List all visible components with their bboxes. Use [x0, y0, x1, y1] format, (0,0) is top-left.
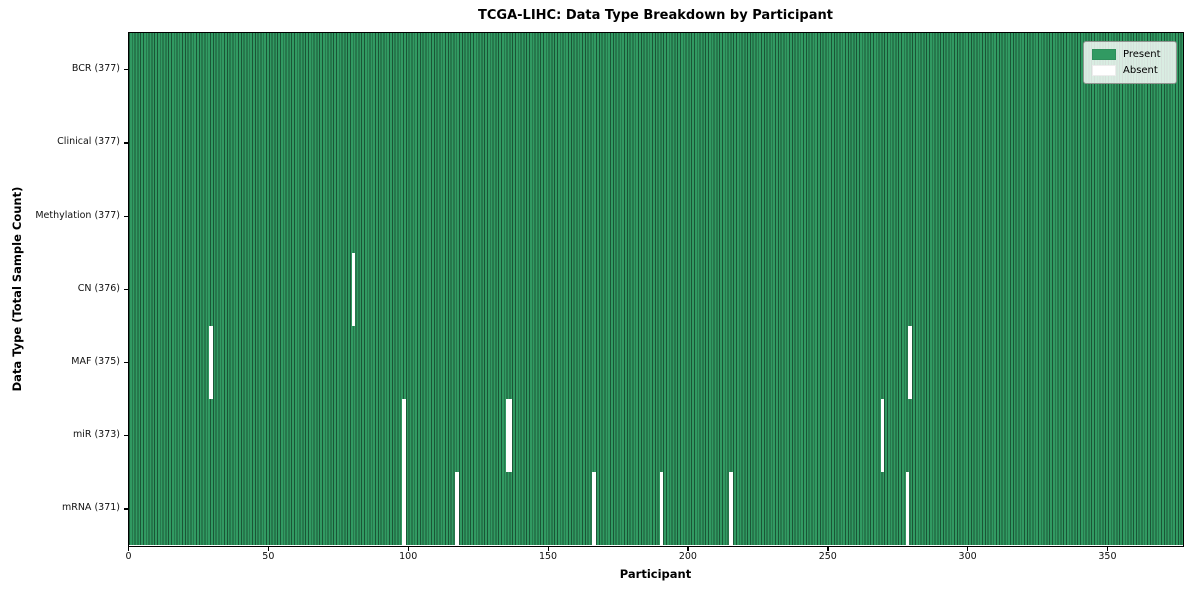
- absent-cell-mir-136: [508, 399, 513, 473]
- absent-cell-mir-98: [402, 399, 406, 473]
- absent-cell-mrna-278: [905, 472, 910, 546]
- heatmap-row-mrna: [128, 472, 1183, 546]
- xtick-label-0: 0: [125, 551, 132, 562]
- xtick-mark: [827, 546, 829, 551]
- heatmap-row-bcr: [128, 33, 1183, 107]
- absent-cell-mrna-215: [729, 472, 734, 546]
- xtick-mark: [267, 546, 270, 551]
- ytick-mark: [123, 288, 128, 291]
- ytick-label-maf: MAF (375): [71, 355, 120, 367]
- ytick-label-cn: CN (376): [77, 282, 120, 294]
- legend-swatch-present: [1092, 49, 1116, 61]
- ytick-mark: [123, 435, 128, 437]
- legend-label: Present: [1123, 49, 1161, 61]
- absent-cell-maf-279: [908, 325, 913, 400]
- absent-cell-mir-269: [880, 399, 885, 473]
- legend: Present Absent: [1083, 41, 1177, 84]
- legend-label: Absent: [1123, 64, 1158, 76]
- heatmap-row-mir: [128, 399, 1183, 473]
- heatmap-row-methylation: [128, 179, 1183, 253]
- ytick-mark: [123, 69, 128, 71]
- ytick-label-mir: miR (373): [72, 429, 120, 441]
- xtick-mark: [128, 546, 130, 551]
- xtick-mark: [687, 546, 689, 551]
- heatmap-row-maf: [128, 325, 1183, 400]
- legend-entry-absent: Absent: [1092, 64, 1168, 76]
- xtick-label-300: 300: [958, 551, 977, 562]
- absent-cell-mrna-166: [592, 472, 596, 546]
- legend-swatch-absent: [1092, 64, 1116, 76]
- xtick-mark: [967, 546, 969, 551]
- xtick-label-200: 200: [678, 551, 697, 562]
- xtick-mark: [407, 546, 409, 551]
- ytick-mark: [123, 215, 128, 217]
- ytick-label-bcr: BCR (377): [71, 63, 120, 75]
- absent-cell-mrna-98: [402, 472, 406, 546]
- xtick-label-250: 250: [818, 551, 837, 562]
- xtick-mark: [547, 546, 549, 551]
- ytick-mark: [123, 142, 128, 144]
- ytick-label-clinical: Clinical (377): [57, 136, 120, 148]
- absent-cell-mir-135: [505, 399, 510, 473]
- xtick-label-100: 100: [399, 551, 418, 562]
- xtick-mark: [1106, 546, 1109, 551]
- ytick-mark: [123, 508, 128, 510]
- absent-cell-mrna-117: [455, 472, 459, 546]
- absent-cell-cn-80: [351, 252, 356, 326]
- absent-cell-mrna-190: [659, 472, 664, 546]
- ytick-label-mrna: mRNA (371): [61, 502, 120, 514]
- ytick-label-methylation: Methylation (377): [35, 209, 120, 221]
- x-axis-title: Participant: [619, 567, 692, 581]
- heatmap-row-cn: [128, 252, 1183, 326]
- xtick-label-150: 150: [538, 551, 558, 562]
- heatmap-row-clinical: [128, 106, 1183, 180]
- ytick-mark: [123, 361, 128, 364]
- absent-cell-maf-29: [209, 325, 213, 400]
- xtick-label-350: 350: [1098, 551, 1117, 562]
- legend-entry-present: Present: [1092, 49, 1168, 61]
- chart-title: TCGA-LIHC: Data Type Breakdown by Partic…: [478, 8, 833, 23]
- xtick-label-50: 50: [262, 551, 275, 562]
- plot-area: [128, 33, 1183, 546]
